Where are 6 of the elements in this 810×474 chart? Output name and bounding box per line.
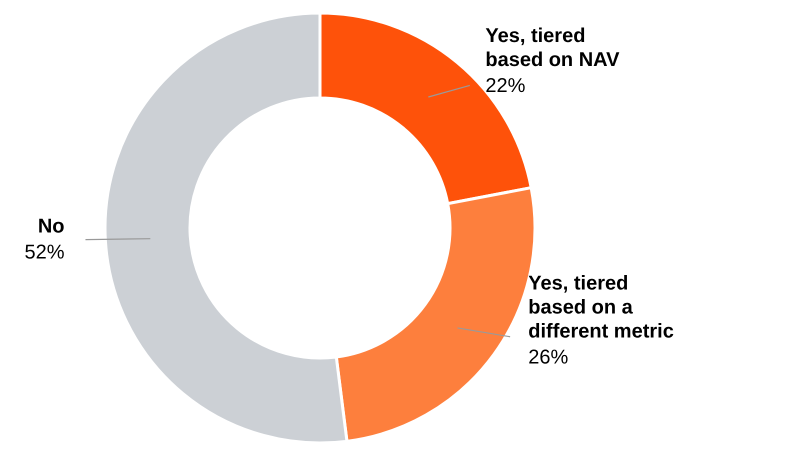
slice-label: Yes, tiered based on a different metric	[528, 272, 674, 343]
data-label: 22%	[485, 74, 526, 97]
slice-label: No	[38, 216, 64, 238]
data-label: 52%	[24, 242, 65, 264]
slice-label: Yes, tiered based on NAV	[485, 24, 620, 71]
data-label: 26%	[528, 346, 568, 369]
